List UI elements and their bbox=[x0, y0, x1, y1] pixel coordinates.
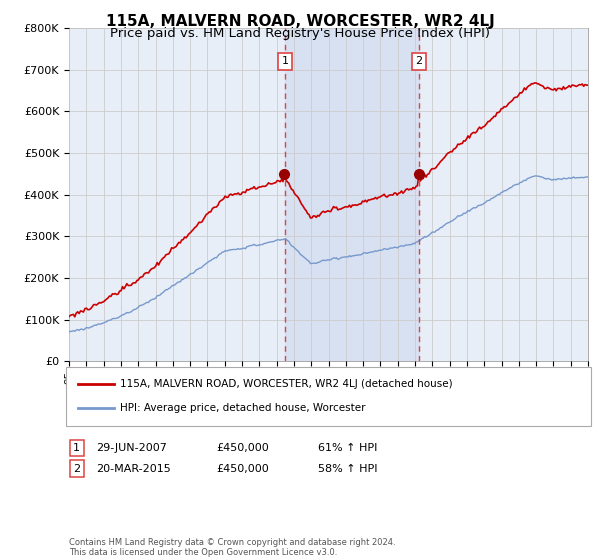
Text: 1: 1 bbox=[73, 443, 80, 453]
Text: HPI: Average price, detached house, Worcester: HPI: Average price, detached house, Worc… bbox=[120, 403, 365, 413]
Text: 2: 2 bbox=[73, 464, 80, 474]
Text: 1: 1 bbox=[281, 57, 289, 66]
Text: 20-MAR-2015: 20-MAR-2015 bbox=[96, 464, 171, 474]
Text: 61% ↑ HPI: 61% ↑ HPI bbox=[318, 443, 377, 453]
Bar bbox=[285, 28, 419, 361]
Text: 29-JUN-2007: 29-JUN-2007 bbox=[96, 443, 167, 453]
Text: 115A, MALVERN ROAD, WORCESTER, WR2 4LJ: 115A, MALVERN ROAD, WORCESTER, WR2 4LJ bbox=[106, 14, 494, 29]
Text: 115A, MALVERN ROAD, WORCESTER, WR2 4LJ (detached house): 115A, MALVERN ROAD, WORCESTER, WR2 4LJ (… bbox=[120, 380, 452, 390]
Text: 58% ↑ HPI: 58% ↑ HPI bbox=[318, 464, 377, 474]
Text: 2: 2 bbox=[415, 57, 422, 66]
Text: £450,000: £450,000 bbox=[216, 443, 269, 453]
Text: Contains HM Land Registry data © Crown copyright and database right 2024.
This d: Contains HM Land Registry data © Crown c… bbox=[69, 538, 395, 557]
Text: Price paid vs. HM Land Registry's House Price Index (HPI): Price paid vs. HM Land Registry's House … bbox=[110, 27, 490, 40]
Text: £450,000: £450,000 bbox=[216, 464, 269, 474]
